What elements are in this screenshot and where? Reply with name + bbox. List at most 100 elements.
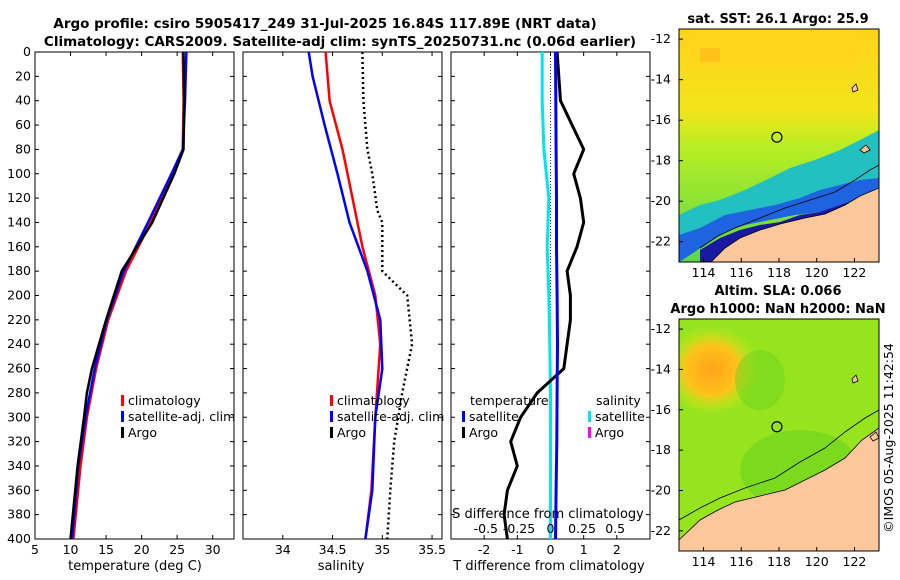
sst-map-ytick-label: -16 [651, 112, 671, 127]
temperature-ytick-label: 220 [7, 312, 31, 327]
sla-map-xtick-label: 114 [692, 554, 716, 569]
figure-title-line2: Climatology: CARS2009. Satellite-adj cli… [44, 34, 636, 50]
salinity-legend-argo: Argo [337, 425, 366, 440]
difference-legend-salinity-title: salinity [596, 393, 641, 408]
difference-s-tick-label: 0.5 [605, 521, 625, 536]
temperature-ytick-label: 300 [7, 409, 31, 424]
salinity-xtick-label: 35.5 [418, 542, 446, 557]
difference-temperature-satellite-line [540, 52, 552, 539]
difference-xlabel: T difference from climatology [452, 559, 645, 574]
difference-legend-salinity-satellite: satellite [595, 409, 645, 424]
temperature-ytick-label: 140 [7, 214, 31, 229]
temperature-xtick-label: 15 [98, 542, 114, 557]
sst-map-xtick-label: 114 [692, 265, 716, 280]
salinity-xtick-label: 35 [374, 542, 390, 557]
difference-xtick-label: -2 [478, 542, 490, 557]
difference-xtick-label: 1 [580, 542, 588, 557]
difference-legend-salinity-argo-swatch [588, 427, 591, 438]
temperature-argo-line [69, 52, 186, 539]
sla-map-xtick-label: 116 [729, 554, 753, 569]
salinity-legend-argo-swatch [330, 427, 333, 438]
difference-legend-temperature-argo-swatch [462, 427, 465, 438]
temperature-legend-satellite-swatch [121, 411, 124, 422]
salinity-xtick-label: 34 [275, 542, 291, 557]
temperature-xtick-label: 10 [63, 542, 79, 557]
temperature-ytick-label: 200 [7, 288, 31, 303]
copyright-timestamp: ©IMOS 05-Aug-2025 11:42:54 [881, 343, 896, 533]
sst-map-ytick-label: -22 [651, 234, 671, 249]
temperature-ytick-label: 380 [7, 507, 31, 522]
temperature-ytick-label: 80 [15, 141, 31, 156]
difference-legend-salinity-satellite-swatch [588, 411, 591, 422]
difference-plot: -2 -1 0 1 2-0.5 -0.25 0 0.25 0.5temperaturesatel… [451, 51, 650, 557]
temperature-ytick-label: 0 [23, 44, 31, 59]
temperature-ytick-label: 60 [15, 117, 31, 132]
sst-argo-marker [771, 131, 783, 143]
temperature-ytick-label: 320 [7, 434, 31, 449]
difference-legend-temperature-argo: Argo [469, 425, 498, 440]
salinity-argo-line [361, 52, 414, 539]
sla-map [679, 319, 879, 551]
difference-temperature-argo-line [502, 52, 586, 539]
temperature-ytick-label: 360 [7, 482, 31, 497]
difference-legend-temperature-satellite-swatch [462, 411, 465, 422]
difference-xtick-label: -1 [511, 542, 523, 557]
temperature-xtick-label: 25 [169, 542, 185, 557]
temperature-legend-climatology: climatology [128, 393, 201, 408]
temperature-ytick-label: 280 [7, 385, 31, 400]
sla-map-ytick-label: -16 [651, 402, 671, 417]
temperature-legend-argo-swatch [121, 427, 124, 438]
salinity-legend-climatology-swatch [330, 395, 333, 406]
temperature-xtick-label: 30 [205, 542, 221, 557]
salinity-xlabel: salinity [318, 559, 365, 574]
temperature-legend-argo: Argo [128, 425, 157, 440]
difference-xtick-label: 0 [547, 542, 555, 557]
temperature-plot: 5 10 15 20 25 3002040608010012014016018020022… [7, 44, 235, 557]
sst-map-ytick-label: -18 [651, 153, 671, 168]
temperature-ytick-label: 340 [7, 458, 31, 473]
difference-salinity-satellite-line [554, 52, 559, 539]
sla-map-ytick-label: -12 [651, 321, 671, 336]
difference-s-tick-label: -0.25 [503, 521, 535, 536]
sst-map [679, 29, 879, 262]
salinity-satellite-line [307, 52, 384, 539]
temperature-xlabel: temperature (deg C) [68, 559, 202, 574]
salinity-legend-satellite: satellite-adj. clim [337, 409, 444, 424]
salinity-axes [242, 51, 443, 540]
sla-map-ytick-label: -18 [651, 442, 671, 457]
temperature-axes [34, 51, 235, 540]
figure-title-line1: Argo profile: csiro 5905417_249 31-Jul-2… [53, 16, 596, 32]
temperature-ytick-label: 160 [7, 239, 31, 254]
temperature-ytick-label: 400 [7, 531, 31, 546]
temperature-ytick-label: 240 [7, 336, 31, 351]
salinity-xtick-label: 34.5 [319, 542, 347, 557]
temperature-ytick-label: 100 [7, 166, 31, 181]
sla-map-ytick-label: -14 [651, 361, 671, 376]
difference-xtick-label: 2 [613, 542, 621, 557]
sla-map-xtick-label: 118 [767, 554, 791, 569]
temperature-ytick-label: 20 [15, 68, 31, 83]
sla-map-xtick-label: 120 [805, 554, 829, 569]
temperature-xtick-label: 20 [134, 542, 150, 557]
temperature-legend-climatology-swatch [121, 395, 124, 406]
s-difference-label: S difference from climatology [452, 507, 644, 522]
difference-legend-temperature-title: temperature [470, 393, 549, 408]
sla-map-axes: 114 116 118 120 122 -12 -14 -16 -18 -20 -22 [651, 321, 867, 569]
temperature-legend-satellite: satellite-adj. clim [128, 409, 235, 424]
temperature-ytick-label: 40 [15, 93, 31, 108]
temperature-ytick-label: 120 [7, 190, 31, 205]
difference-legend-temperature-satellite: satellite [469, 409, 519, 424]
sst-map-axes: 114 116 118 120 122 -12 -14 -16 -18 -20 -22 [651, 31, 867, 280]
sla-map-title-line1: Altim. SLA: 0.066 [715, 284, 842, 299]
sst-map-xtick-label: 122 [843, 265, 867, 280]
sst-map-title: sat. SST: 26.1 Argo: 25.9 [687, 12, 868, 27]
sla-map-title-line2: Argo h1000: NaN h2000: NaN [670, 302, 885, 317]
salinity-legend-climatology: climatology [337, 393, 410, 408]
temperature-ytick-label: 260 [7, 361, 31, 376]
temperature-ytick-label: 180 [7, 263, 31, 278]
sst-map-xtick-label: 116 [729, 265, 753, 280]
salinity-legend-satellite-swatch [330, 411, 333, 422]
difference-legend-salinity-argo: Argo [595, 425, 624, 440]
